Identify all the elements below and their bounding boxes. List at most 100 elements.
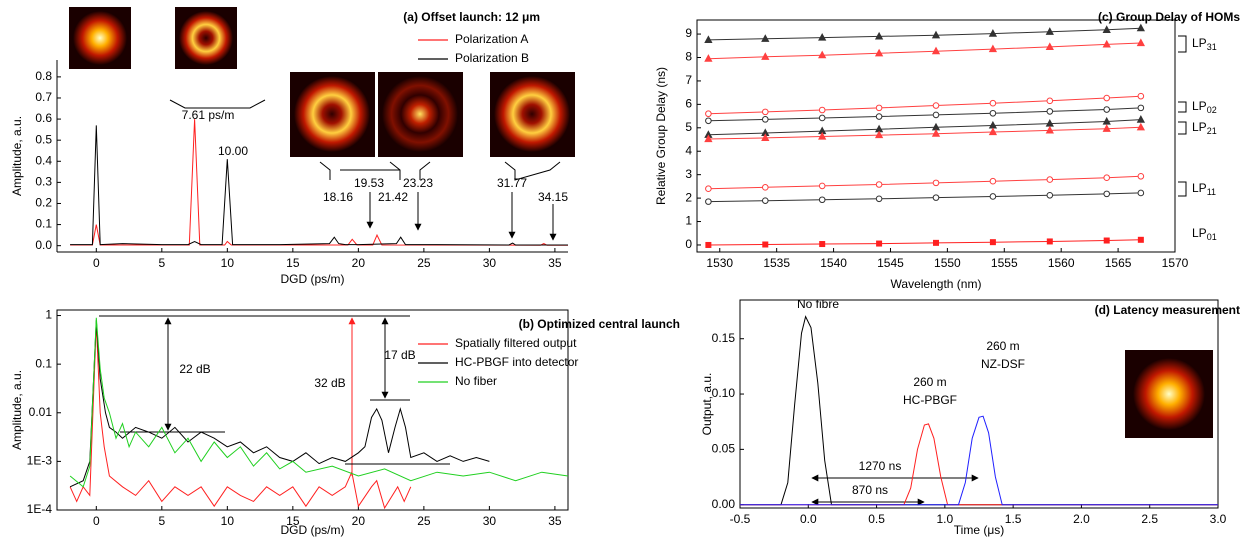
mode-label: LP21 bbox=[1192, 120, 1217, 136]
x-axis-title: DGD (ps/m) bbox=[281, 272, 345, 286]
mode-label-text: LP bbox=[1192, 181, 1207, 195]
annotation: HC-PBGF bbox=[903, 393, 957, 407]
y-tick-label: 5 bbox=[685, 120, 692, 134]
mode-label: LP01 bbox=[1192, 226, 1217, 242]
x-tick-label: 1535 bbox=[763, 256, 790, 270]
marker bbox=[818, 131, 827, 140]
y-tick-label: 1E-4 bbox=[27, 502, 53, 516]
marker bbox=[1102, 116, 1111, 125]
y-tick-label: 1 bbox=[685, 214, 692, 228]
x-tick-label: 5 bbox=[158, 256, 165, 270]
chart-panel: 0 5 10 15 20 25 30 35 1 0.1 0.01 1E-3 1E-4 DGD (ps/m)… bbox=[10, 308, 680, 537]
x-tick-label: -0.5 bbox=[730, 512, 751, 526]
chart-title: (c) Group Delay of HOMs bbox=[1098, 10, 1240, 24]
marker bbox=[874, 130, 884, 139]
marker bbox=[761, 197, 769, 204]
mode-label: LP02 bbox=[1192, 99, 1217, 115]
marker bbox=[1102, 39, 1111, 48]
mode-label-subscript: 02 bbox=[1207, 105, 1217, 115]
annotation: 32 dB bbox=[314, 376, 345, 390]
marker bbox=[932, 194, 940, 201]
marker bbox=[874, 48, 884, 57]
marker bbox=[762, 241, 769, 248]
chart-title: (b) Optimized central launch bbox=[519, 317, 680, 331]
x-tick-label: 0 bbox=[93, 514, 100, 528]
marker bbox=[1102, 124, 1111, 132]
marker bbox=[874, 31, 884, 40]
annotation: 870 ns bbox=[852, 483, 888, 497]
mode-label-text: LP bbox=[1192, 36, 1207, 50]
annotation: 31.77 bbox=[497, 176, 527, 190]
marker bbox=[819, 241, 826, 248]
marker bbox=[932, 102, 940, 109]
chart-panel: -0.5 0.0 0.5 1.0 1.5 2.0 2.5 3.0 0.00 0.05 0.10 0.1… bbox=[700, 297, 1240, 537]
x-tick-label: 30 bbox=[483, 514, 497, 528]
marker bbox=[988, 44, 998, 53]
y-tick-label: 0.05 bbox=[712, 442, 736, 456]
marker bbox=[989, 239, 996, 246]
y-axis-title: Output, a.u. bbox=[700, 373, 714, 436]
x-tick-label: 20 bbox=[352, 514, 366, 528]
y-tick-label: 0.4 bbox=[35, 153, 52, 167]
marker bbox=[818, 114, 826, 122]
mode-label-text: LP bbox=[1192, 226, 1207, 240]
marker bbox=[1103, 106, 1111, 113]
x-tick-label: 25 bbox=[417, 514, 431, 528]
x-tick-label: 15 bbox=[286, 514, 300, 528]
marker bbox=[818, 182, 826, 190]
data-line bbox=[708, 119, 1141, 136]
x-tick-label: 2.0 bbox=[1073, 512, 1090, 526]
x-tick-label: 1540 bbox=[820, 256, 847, 270]
annotation-lines bbox=[99, 35, 1187, 506]
x-axis-title: Time (μs) bbox=[954, 523, 1004, 537]
marker bbox=[1103, 94, 1111, 102]
marker bbox=[1136, 23, 1145, 32]
y-tick-label: 3 bbox=[685, 167, 692, 181]
marker bbox=[704, 134, 713, 143]
marker bbox=[705, 198, 712, 205]
data-line bbox=[708, 95, 1141, 115]
annotation: 260 m bbox=[986, 339, 1019, 353]
y-tick-label: 9 bbox=[685, 26, 692, 40]
y-tick-label: 0.01 bbox=[29, 405, 53, 419]
x-axis-title: Wavelength (nm) bbox=[891, 277, 982, 291]
y-tick-label: 1 bbox=[45, 308, 52, 322]
marker bbox=[932, 179, 940, 187]
data-line bbox=[70, 125, 568, 246]
y-tick-label: 6 bbox=[685, 97, 692, 111]
x-tick-label: 0.5 bbox=[868, 512, 885, 526]
y-tick-label: 0 bbox=[685, 237, 692, 251]
y-tick-label: 2 bbox=[685, 190, 692, 204]
mode-label: LP11 bbox=[1192, 181, 1216, 197]
marker bbox=[818, 196, 826, 204]
marker bbox=[1046, 238, 1053, 245]
mode-label-subscript: 01 bbox=[1207, 232, 1217, 242]
x-tick-label: 0.0 bbox=[800, 512, 817, 526]
mode-spot bbox=[179, 11, 233, 65]
y-axis-title: Amplitude, a.u. bbox=[10, 116, 24, 196]
marker bbox=[1045, 42, 1054, 51]
x-tick-label: 10 bbox=[221, 514, 235, 528]
mode-spot bbox=[1133, 358, 1205, 430]
y-tick-label: 0.10 bbox=[712, 386, 736, 400]
marker bbox=[1045, 125, 1054, 134]
mode-spot bbox=[73, 11, 127, 65]
annotation: 34.15 bbox=[538, 190, 568, 204]
x-tick-label: 1570 bbox=[1162, 256, 1189, 270]
data-line bbox=[69, 320, 490, 488]
marker bbox=[1103, 190, 1111, 198]
chart-panel: 0 5 10 15 20 25 30 35 0.0 0.1 0.2 0.3 0.4 0.5 0.6 0.7 0.… bbox=[10, 10, 568, 286]
marker bbox=[818, 106, 826, 114]
mode-label-text: LP bbox=[1192, 99, 1207, 113]
marker bbox=[1046, 97, 1054, 105]
marker bbox=[761, 52, 770, 60]
plot-frame bbox=[696, 19, 1176, 253]
y-tick-label: 7 bbox=[685, 73, 692, 87]
mode-spot bbox=[494, 76, 570, 152]
mode-spot bbox=[294, 76, 370, 152]
marker bbox=[761, 133, 770, 141]
y-tick-label: 0.00 bbox=[712, 497, 736, 511]
data-line bbox=[708, 42, 1141, 60]
y-tick-label: 0.5 bbox=[35, 132, 52, 146]
